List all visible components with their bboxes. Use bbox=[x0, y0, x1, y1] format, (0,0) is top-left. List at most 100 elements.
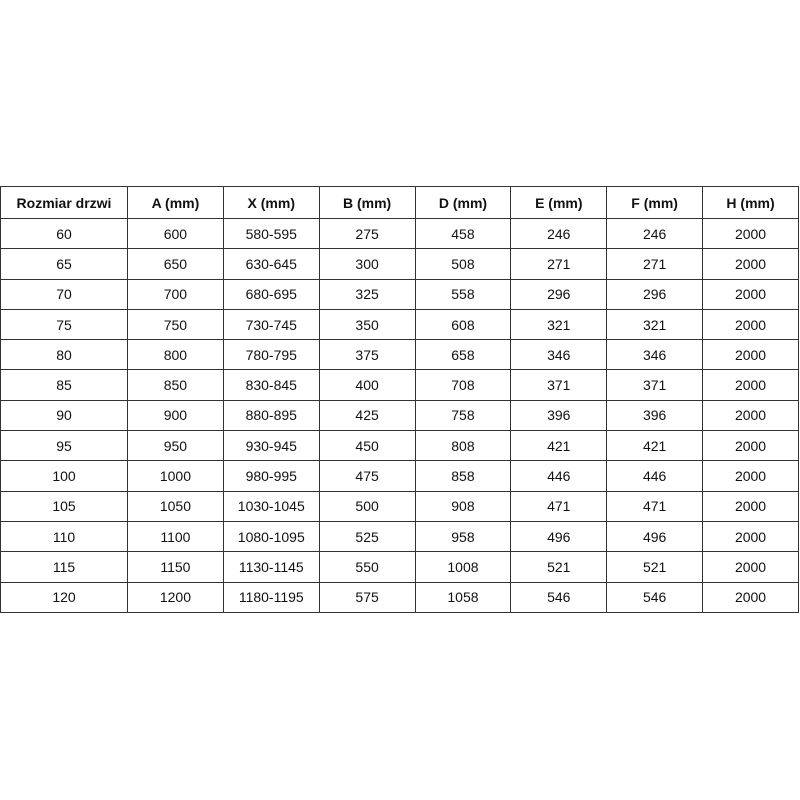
table-cell: 346 bbox=[606, 339, 704, 371]
table-cell: 500 bbox=[318, 490, 416, 522]
table-cell: 446 bbox=[510, 460, 608, 492]
header-cell: A (mm) bbox=[127, 186, 224, 219]
table-cell: 321 bbox=[510, 308, 608, 341]
table-cell: 271 bbox=[606, 248, 704, 280]
header-cell: F (mm) bbox=[606, 186, 704, 219]
table-cell: 95 bbox=[0, 430, 128, 462]
header-cell: Rozmiar drzwi bbox=[0, 186, 128, 219]
table-cell: 2000 bbox=[702, 339, 799, 371]
table-cell: 1030-1045 bbox=[222, 490, 320, 522]
table-cell: 396 bbox=[606, 399, 704, 432]
table-cell: 325 bbox=[318, 278, 416, 310]
table-cell: 730-745 bbox=[222, 308, 320, 341]
table-cell: 100 bbox=[0, 460, 128, 492]
table-cell: 346 bbox=[510, 339, 608, 371]
table-cell: 780-795 bbox=[222, 339, 320, 371]
table-cell: 2000 bbox=[702, 490, 799, 522]
table-cell: 496 bbox=[606, 520, 704, 553]
table-cell: 1200 bbox=[127, 581, 224, 613]
table-cell: 850 bbox=[127, 369, 224, 401]
table-cell: 880-895 bbox=[222, 399, 320, 432]
header-cell: D (mm) bbox=[414, 186, 512, 219]
table-cell: 446 bbox=[606, 460, 704, 492]
table-cell: 2000 bbox=[702, 248, 799, 280]
table-cell: 650 bbox=[127, 248, 224, 280]
table-cell: 120 bbox=[0, 581, 128, 613]
table-cell: 558 bbox=[414, 278, 512, 310]
table-cell: 908 bbox=[414, 490, 512, 522]
table-cell: 450 bbox=[318, 430, 416, 462]
table-cell: 980-995 bbox=[222, 460, 320, 492]
table-cell: 80 bbox=[0, 339, 128, 371]
table-cell: 421 bbox=[606, 430, 704, 462]
table-cell: 680-695 bbox=[222, 278, 320, 310]
table-row: 90 900 880-895 425 758 396 396 2000 bbox=[0, 399, 799, 432]
table-cell: 70 bbox=[0, 278, 128, 310]
table-cell: 1100 bbox=[127, 520, 224, 553]
table-cell: 371 bbox=[606, 369, 704, 401]
table-cell: 2000 bbox=[702, 551, 799, 583]
table-cell: 950 bbox=[127, 430, 224, 462]
table-cell: 2000 bbox=[702, 278, 799, 310]
table-cell: 658 bbox=[414, 339, 512, 371]
table-cell: 110 bbox=[0, 520, 128, 553]
table-row: 65 650 630-645 300 508 271 271 2000 bbox=[0, 248, 799, 280]
table-cell: 546 bbox=[606, 581, 704, 613]
table-cell: 521 bbox=[510, 551, 608, 583]
table-cell: 350 bbox=[318, 308, 416, 341]
table-cell: 2000 bbox=[702, 460, 799, 492]
table-body: 60 600 580-595 275 458 246 246 2000 65 650 630-645… bbox=[0, 217, 799, 613]
table-cell: 471 bbox=[606, 490, 704, 522]
table-cell: 525 bbox=[318, 520, 416, 553]
table-cell: 808 bbox=[414, 430, 512, 462]
header-cell: H (mm) bbox=[702, 186, 799, 219]
table-cell: 321 bbox=[606, 308, 704, 341]
table-cell: 1180-1195 bbox=[222, 581, 320, 613]
table-cell: 396 bbox=[510, 399, 608, 432]
table-cell: 421 bbox=[510, 430, 608, 462]
table-cell: 546 bbox=[510, 581, 608, 613]
table-cell: 275 bbox=[318, 217, 416, 250]
table-row: 85 850 830-845 400 708 371 371 2000 bbox=[0, 369, 799, 401]
table-cell: 580-595 bbox=[222, 217, 320, 250]
table-cell: 2000 bbox=[702, 308, 799, 341]
header-row: Rozmiar drzwi A (mm) X (mm) B (mm) D (mm) E (… bbox=[0, 186, 799, 219]
table-cell: 830-845 bbox=[222, 369, 320, 401]
table-cell: 930-945 bbox=[222, 430, 320, 462]
table-cell: 550 bbox=[318, 551, 416, 583]
table-cell: 85 bbox=[0, 369, 128, 401]
table-cell: 296 bbox=[510, 278, 608, 310]
table-cell: 296 bbox=[606, 278, 704, 310]
header-cell: E (mm) bbox=[510, 186, 608, 219]
table-cell: 1080-1095 bbox=[222, 520, 320, 553]
table-row: 100 1000 980-995 475 858 446 446 2000 bbox=[0, 460, 799, 492]
table-cell: 1150 bbox=[127, 551, 224, 583]
table-row: 70 700 680-695 325 558 296 296 2000 bbox=[0, 278, 799, 310]
table-cell: 858 bbox=[414, 460, 512, 492]
table-cell: 90 bbox=[0, 399, 128, 432]
table-cell: 958 bbox=[414, 520, 512, 553]
table-cell: 75 bbox=[0, 308, 128, 341]
table-cell: 115 bbox=[0, 551, 128, 583]
table-cell: 375 bbox=[318, 339, 416, 371]
table-cell: 2000 bbox=[702, 581, 799, 613]
table-cell: 458 bbox=[414, 217, 512, 250]
header-cell: X (mm) bbox=[222, 186, 320, 219]
table-cell: 425 bbox=[318, 399, 416, 432]
table-row: 80 800 780-795 375 658 346 346 2000 bbox=[0, 339, 799, 371]
table-row: 75 750 730-745 350 608 321 321 2000 bbox=[0, 308, 799, 341]
table-cell: 600 bbox=[127, 217, 224, 250]
table-cell: 630-645 bbox=[222, 248, 320, 280]
table-cell: 475 bbox=[318, 460, 416, 492]
table-cell: 1058 bbox=[414, 581, 512, 613]
table-cell: 521 bbox=[606, 551, 704, 583]
table-cell: 900 bbox=[127, 399, 224, 432]
table-cell: 1130-1145 bbox=[222, 551, 320, 583]
table-cell: 1008 bbox=[414, 551, 512, 583]
table-cell: 246 bbox=[510, 217, 608, 250]
table-cell: 2000 bbox=[702, 430, 799, 462]
table-cell: 758 bbox=[414, 399, 512, 432]
table-cell: 508 bbox=[414, 248, 512, 280]
table-cell: 2000 bbox=[702, 520, 799, 553]
